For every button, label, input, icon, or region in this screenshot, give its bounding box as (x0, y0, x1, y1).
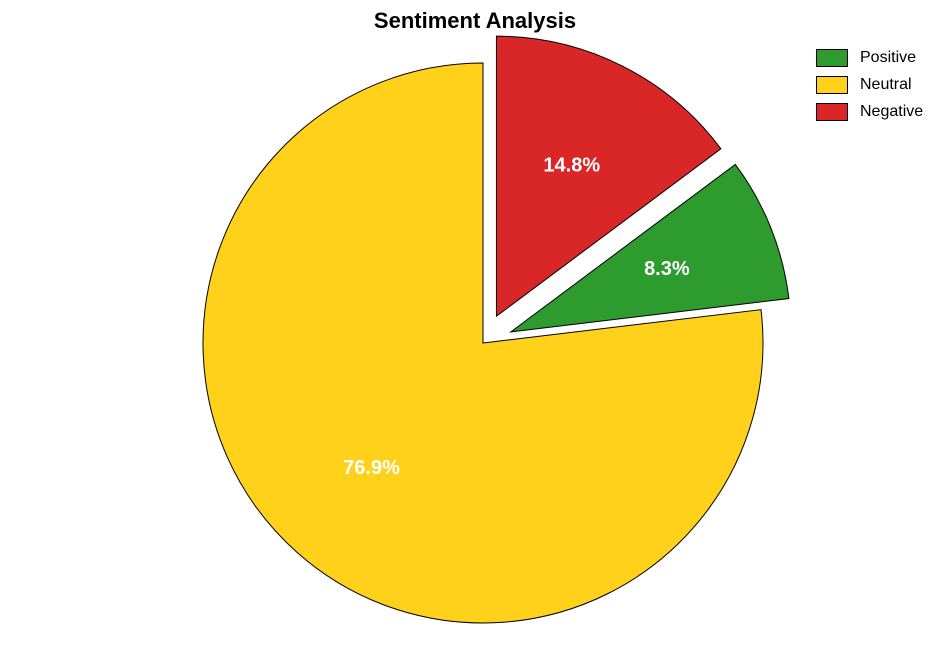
pie-svg: 14.8% 8.3% 76.9% (0, 0, 950, 662)
legend-label-negative: Negative (860, 103, 923, 121)
slice-label-negative: 14.8% (543, 154, 600, 176)
slice-label-positive: 8.3% (644, 258, 690, 280)
legend-item-positive: Positive (816, 46, 923, 69)
legend-swatch-negative (816, 103, 848, 121)
legend-item-negative: Negative (816, 100, 923, 123)
legend-label-neutral: Neutral (860, 76, 912, 94)
legend-swatch-neutral (816, 76, 848, 94)
legend-swatch-positive (816, 49, 848, 67)
legend-item-neutral: Neutral (816, 73, 923, 96)
legend-label-positive: Positive (860, 49, 916, 67)
sentiment-pie-chart: Sentiment Analysis 14.8%8.3%76.9% Positi… (0, 0, 950, 662)
slice-label-neutral: 76.9% (343, 457, 400, 479)
legend: Positive Neutral Negative (816, 46, 923, 127)
